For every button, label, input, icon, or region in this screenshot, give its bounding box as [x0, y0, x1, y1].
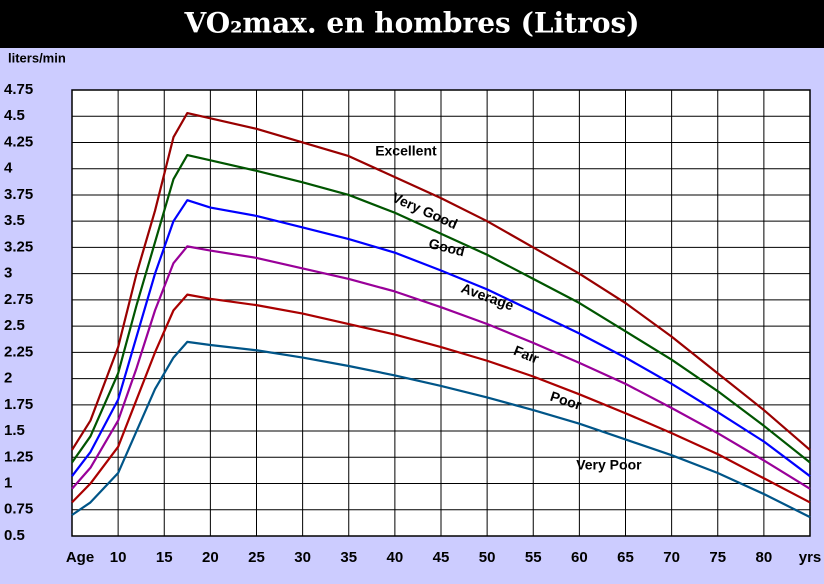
- y-tick-label: 1.5: [4, 422, 25, 439]
- y-tick-label: 3.75: [4, 186, 33, 203]
- y-axis-label: liters/min: [8, 50, 66, 65]
- data-line: [71, 111, 811, 451]
- data-line: [71, 245, 811, 490]
- x-tick-label: 60: [571, 549, 588, 566]
- data-line: [71, 293, 811, 504]
- y-tick-label: 4.25: [4, 133, 33, 150]
- x-tick-label: 25: [248, 549, 265, 566]
- y-tick-label: 1.25: [4, 448, 33, 465]
- title-bar: [0, 0, 824, 48]
- x-tick-label: 55: [525, 549, 542, 566]
- y-tick-label: 3: [4, 265, 12, 282]
- y-tick-label: 0.5: [4, 527, 25, 544]
- annotation: Excellent: [375, 143, 437, 159]
- data-line: [71, 199, 811, 478]
- y-tick-label: 3.25: [4, 238, 33, 255]
- x-tick-label: yrs: [799, 549, 822, 566]
- x-tick-label: 20: [202, 549, 219, 566]
- x-tick-label: 15: [156, 549, 173, 566]
- y-tick-label: 4: [4, 160, 13, 177]
- x-tick-label: 45: [433, 549, 450, 566]
- x-tick-label: 30: [294, 549, 311, 566]
- x-tick-label: 65: [617, 549, 634, 566]
- x-tick-label: 80: [756, 549, 773, 566]
- y-tick-label: 4.75: [4, 81, 33, 98]
- y-tick-label: 2.75: [4, 291, 33, 308]
- y-tick-label: 4.5: [4, 107, 25, 124]
- data-line: [71, 153, 811, 464]
- x-tick-label: 75: [709, 549, 726, 566]
- plot-border: [71, 89, 811, 537]
- y-tick-label: 2: [4, 370, 12, 387]
- y-tick-label: 0.75: [4, 501, 33, 518]
- y-tick-label: 1.75: [4, 396, 33, 413]
- y-tick-label: 2.5: [4, 317, 25, 334]
- data-line: [71, 340, 811, 519]
- y-tick-label: 1: [4, 474, 12, 491]
- x-tick-label: 35: [340, 549, 357, 566]
- chart-title: VO₂max. en hombres (Litros): [183, 7, 639, 40]
- y-tick-label: 2.25: [4, 343, 33, 360]
- y-tick-label: 3.5: [4, 212, 25, 229]
- annotation: Very Poor: [576, 456, 642, 472]
- x-tick-label: 10: [110, 549, 127, 566]
- x-tick-label: 40: [387, 549, 404, 566]
- x-tick-label: 50: [479, 549, 496, 566]
- x-tick-label: 70: [663, 549, 680, 566]
- x-tick-label: Age: [66, 549, 94, 566]
